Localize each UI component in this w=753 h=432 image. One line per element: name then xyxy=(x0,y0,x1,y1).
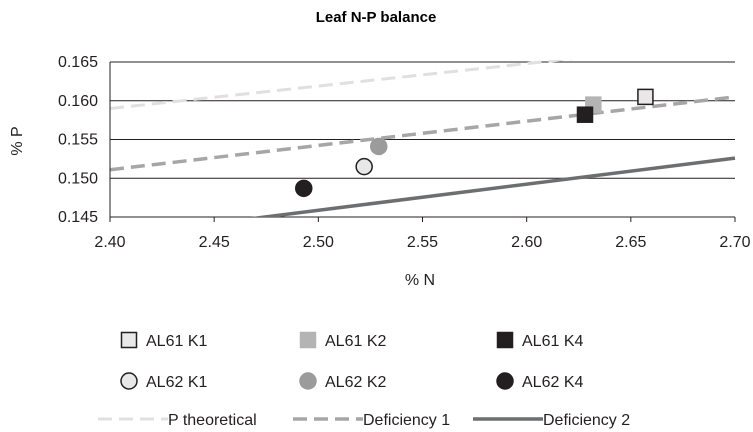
x-tick-label: 2.55 xyxy=(407,234,438,251)
legend: AL61 K1 AL61 K2 AL61 K4 AL62 K1 AL62 K2 AL62 … xyxy=(98,331,630,429)
point-al61-k1 xyxy=(637,88,654,106)
x-axis-label: % N xyxy=(405,272,435,289)
y-tick-label: 0.165 xyxy=(58,54,98,71)
axes: 0.145 0.150 0.155 0.160 0.165 2.40 2.45 2.50 2.5… xyxy=(58,54,751,251)
legend-marker-al61-k1 xyxy=(120,331,138,349)
x-tick-label: 2.40 xyxy=(94,234,125,251)
legend-label: AL61 K4 xyxy=(522,333,583,350)
legend-marker-al62-k2 xyxy=(299,372,317,390)
legend-label: P theoretical xyxy=(168,412,257,429)
legend-label: AL62 K4 xyxy=(522,374,583,391)
legend-label: AL61 K1 xyxy=(146,333,207,350)
reference-line-deficiency-2 xyxy=(250,156,736,217)
legend-marker-al61-k2 xyxy=(299,331,317,349)
x-tick-label: 2.65 xyxy=(615,234,646,251)
x-tick-label: 2.45 xyxy=(199,234,230,251)
x-tick-label: 2.70 xyxy=(719,234,750,251)
y-tick-label: 0.145 xyxy=(58,209,98,226)
reference-line-deficiency-1 xyxy=(110,95,736,172)
point-al62-k2 xyxy=(370,137,388,156)
legend-marker-al62-k1 xyxy=(120,372,138,390)
legend-marker-al62-k4 xyxy=(496,372,514,390)
gridlines xyxy=(110,61,735,218)
point-al61-k4 xyxy=(576,106,594,123)
point-al62-k1 xyxy=(355,157,373,176)
x-tick-label: 2.50 xyxy=(303,234,334,251)
data-points xyxy=(295,88,654,198)
y-tick-label: 0.150 xyxy=(58,170,98,187)
legend-label: AL61 K2 xyxy=(325,333,386,350)
chart-title: Leaf N-P balance xyxy=(316,9,437,26)
point-al62-k4 xyxy=(295,179,313,198)
x-tick-label: 2.60 xyxy=(511,234,542,251)
reference-lines xyxy=(110,60,736,217)
legend-label: Deficiency 2 xyxy=(543,412,630,429)
y-tick-label: 0.155 xyxy=(58,132,98,149)
legend-label: AL62 K2 xyxy=(325,374,386,391)
legend-label: AL62 K1 xyxy=(146,374,207,391)
legend-label: Deficiency 1 xyxy=(363,412,450,429)
y-axis-label: % P xyxy=(9,126,26,155)
legend-marker-al61-k4 xyxy=(496,331,514,349)
y-tick-label: 0.160 xyxy=(58,93,98,110)
